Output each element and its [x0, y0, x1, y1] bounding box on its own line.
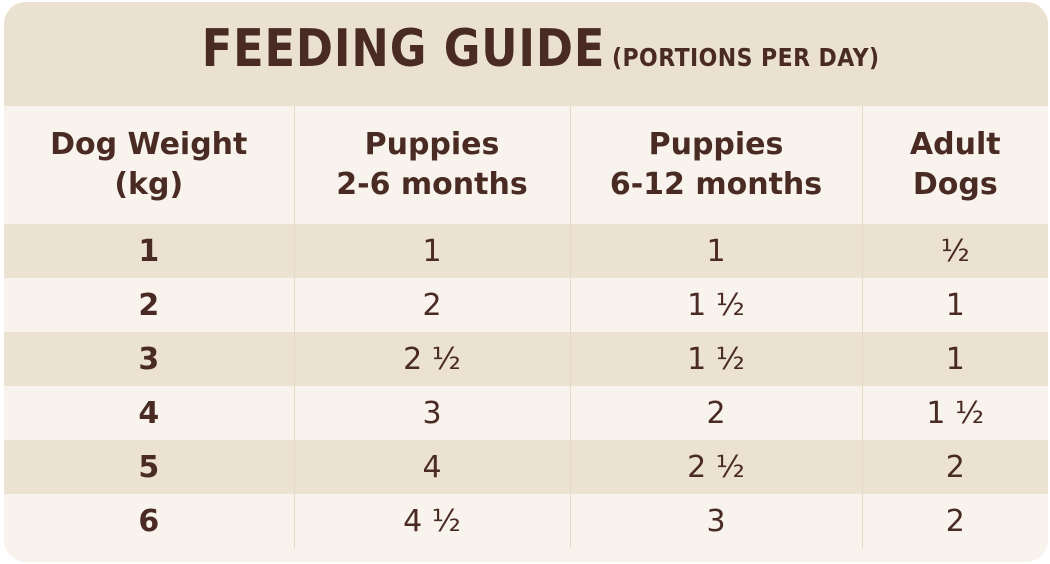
weight-cell: 2 — [4, 278, 294, 332]
header-line: 2-6 months — [336, 167, 528, 202]
title-main: FEEDING GUIDE — [202, 19, 606, 79]
header-line: Puppies — [364, 127, 500, 162]
portion-cell: 1 — [861, 278, 1048, 332]
column-header-puppies-6-12: Puppies 6-12 months — [569, 106, 862, 224]
weight-cell: 4 — [4, 386, 294, 440]
feeding-table: Dog Weight (kg) Puppies 2-6 months Puppi… — [4, 106, 1048, 548]
portion-cell: 4 ½ — [293, 494, 570, 548]
table-row: 6 4 ½ 3 2 — [4, 494, 1048, 548]
portion-cell: 1 — [293, 224, 570, 278]
table-row: 1 1 1 ½ — [4, 224, 1048, 278]
title-bar: FEEDING GUIDE (PORTIONS PER DAY) — [4, 2, 1048, 106]
portion-cell: 1 ½ — [569, 332, 862, 386]
portion-cell: 2 — [293, 278, 570, 332]
portion-cell: 1 ½ — [861, 386, 1048, 440]
weight-cell: 3 — [4, 332, 294, 386]
weight-cell: 6 — [4, 494, 294, 548]
column-header-weight: Dog Weight (kg) — [4, 106, 294, 224]
header-line: Puppies — [648, 127, 784, 162]
portion-cell: 2 — [861, 494, 1048, 548]
table-row: 3 2 ½ 1 ½ 1 — [4, 332, 1048, 386]
column-header-puppies-2-6: Puppies 2-6 months — [293, 106, 570, 224]
portion-cell: 3 — [293, 386, 570, 440]
portion-cell: 4 — [293, 440, 570, 494]
portion-cell: 1 — [569, 224, 862, 278]
feeding-guide-card: FEEDING GUIDE (PORTIONS PER DAY) Dog Wei… — [4, 2, 1048, 562]
header-line: 6-12 months — [609, 167, 823, 202]
header-line: Dogs — [912, 167, 998, 202]
table-row: 4 3 2 1 ½ — [4, 386, 1048, 440]
portion-cell: ½ — [861, 224, 1048, 278]
portion-cell: 2 — [569, 386, 862, 440]
table-header-row: Dog Weight (kg) Puppies 2-6 months Puppi… — [4, 106, 1048, 224]
portion-cell: 2 ½ — [293, 332, 570, 386]
header-line: Adult — [909, 127, 1001, 162]
column-header-adult: Adult Dogs — [861, 106, 1048, 224]
weight-cell: 5 — [4, 440, 294, 494]
portion-cell: 2 — [861, 440, 1048, 494]
title: FEEDING GUIDE (PORTIONS PER DAY) — [136, 19, 915, 79]
header-line: (kg) — [114, 167, 184, 202]
portion-cell: 1 ½ — [569, 278, 862, 332]
portion-cell: 3 — [569, 494, 862, 548]
portion-cell: 1 — [861, 332, 1048, 386]
title-subtitle: (PORTIONS PER DAY) — [611, 43, 880, 72]
portion-cell: 2 ½ — [569, 440, 862, 494]
table-row: 2 2 1 ½ 1 — [4, 278, 1048, 332]
weight-cell: 1 — [4, 224, 294, 278]
header-line: Dog Weight — [50, 127, 248, 162]
table-row: 5 4 2 ½ 2 — [4, 440, 1048, 494]
